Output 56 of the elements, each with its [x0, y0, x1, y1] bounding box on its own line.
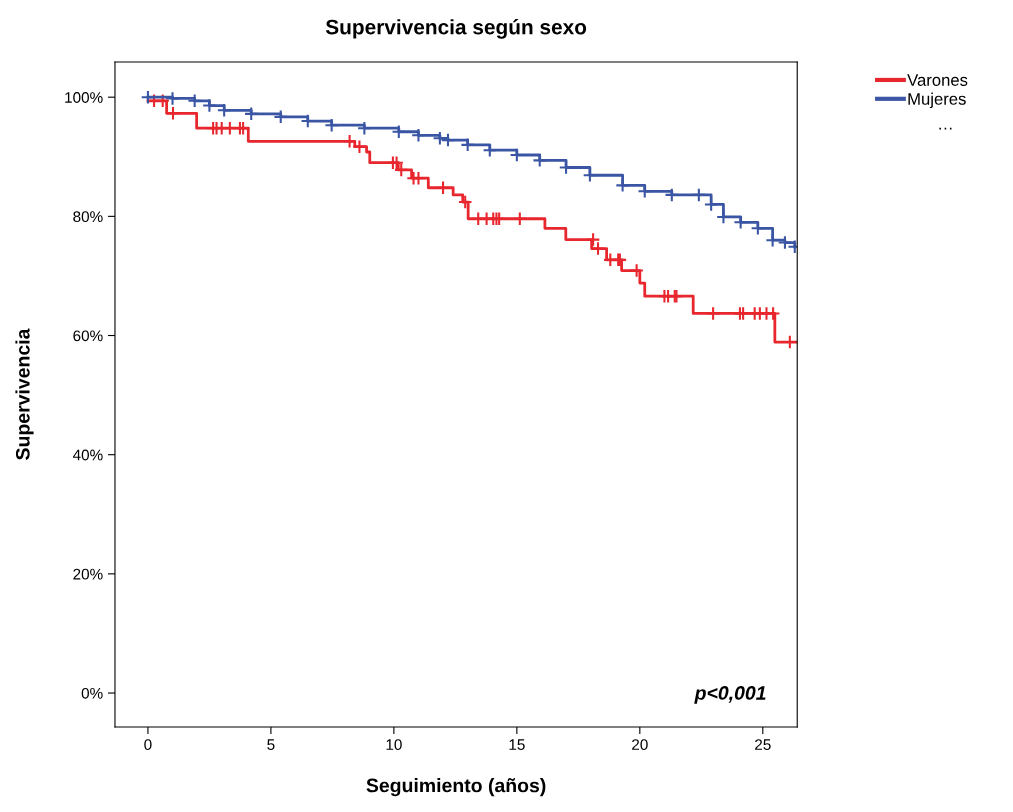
annotation: p<0,001 [694, 686, 766, 704]
point [435, 180, 451, 196]
point [705, 306, 721, 321]
y-tick-label: 100% [65, 92, 103, 103]
x-axis-title: Seguimiento (años) [366, 778, 546, 797]
point [582, 167, 598, 183]
legend-label: Mujeres [908, 92, 966, 109]
point [765, 306, 781, 321]
point [777, 235, 793, 250]
x-tick-label: 25 [755, 739, 771, 751]
point [691, 187, 707, 203]
point [532, 153, 548, 168]
point [391, 124, 407, 140]
point [411, 128, 426, 143]
x-tick-label: 5 [267, 739, 275, 751]
point [202, 98, 217, 113]
point [637, 184, 653, 199]
point [629, 263, 644, 278]
y-tick-label: 60% [73, 330, 103, 342]
point [273, 109, 289, 125]
point [765, 232, 780, 248]
point [140, 89, 156, 105]
point [187, 93, 202, 109]
point [243, 106, 259, 122]
point [389, 155, 404, 171]
x-tick-label: 10 [386, 739, 402, 751]
chart-title: Supervivencia según sexo [325, 18, 587, 39]
point [664, 187, 680, 203]
y-tick-label: 0% [81, 687, 103, 699]
point [615, 178, 630, 193]
point [585, 232, 601, 247]
y-tick-label: 20% [73, 568, 103, 580]
point [703, 197, 719, 212]
point [165, 91, 180, 106]
point [512, 211, 528, 227]
point [393, 162, 409, 178]
point [352, 139, 367, 154]
point [216, 103, 232, 118]
x-tick-label: 15 [509, 739, 525, 751]
point [460, 137, 475, 153]
y-tick-label: 80% [73, 211, 103, 223]
point [440, 132, 456, 148]
point [155, 93, 170, 109]
x-tick-label: 20 [632, 739, 648, 751]
point [457, 194, 473, 210]
point [411, 170, 426, 186]
legend-label: Varones [907, 74, 968, 86]
point [324, 117, 339, 133]
point [342, 133, 357, 149]
point [165, 105, 181, 121]
y-axis-title: Supervivencia [15, 328, 34, 460]
point [357, 120, 372, 136]
point [733, 215, 748, 230]
text: … [939, 127, 952, 130]
y-tick-label: 40% [72, 449, 103, 461]
x-tick-label: 0 [144, 739, 152, 751]
